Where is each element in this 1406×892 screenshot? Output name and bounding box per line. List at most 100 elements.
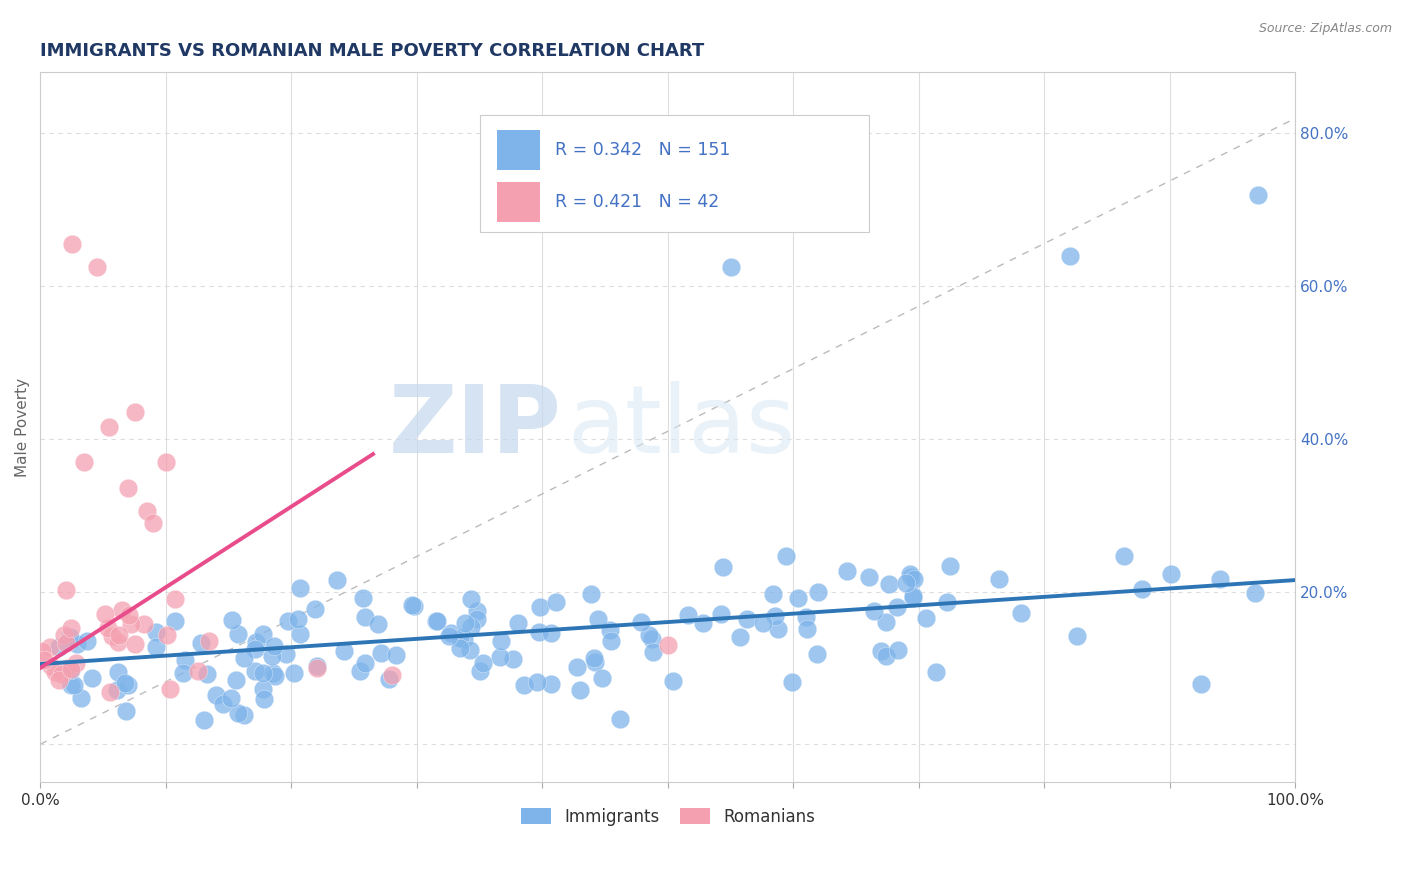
Point (59, 678, 82, 692)
Point (48, 640, 70, 654)
Legend: Immigrants, Romanians: Immigrants, Romanians (513, 800, 823, 834)
Point (440, 626, 463, 640)
Point (352, 591, 374, 605)
Point (105, 683, 128, 698)
Point (221, 613, 243, 627)
Point (56, 661, 79, 675)
Point (252, 627, 274, 641)
Point (887, 642, 910, 657)
Point (752, 615, 775, 630)
Text: IMMIGRANTS VS ROMANIAN MALE POVERTY CORRELATION CHART: IMMIGRANTS VS ROMANIAN MALE POVERTY CORR… (41, 42, 704, 60)
Point (195, 667, 218, 681)
Point (136, 504, 159, 518)
Text: R = 0.342   N = 151: R = 0.342 N = 151 (555, 141, 730, 160)
Point (288, 626, 311, 640)
Point (155, 455, 177, 469)
Point (60, 663, 83, 677)
Point (145, 640, 167, 655)
Point (66, 637, 89, 651)
Point (252, 682, 274, 697)
Point (676, 608, 699, 623)
Point (638, 628, 661, 642)
Point (763, 609, 786, 624)
Point (988, 572, 1011, 586)
Point (1189, 677, 1212, 691)
FancyBboxPatch shape (498, 182, 540, 222)
Point (662, 674, 685, 689)
Point (76, 633, 98, 648)
Point (262, 666, 284, 681)
Point (97, 621, 120, 635)
Point (39, 658, 62, 673)
Point (59, 662, 82, 676)
Point (468, 665, 491, 679)
Point (599, 623, 621, 637)
Point (73, 455, 96, 469)
Point (142, 516, 165, 530)
Point (190, 635, 212, 649)
Point (512, 678, 534, 692)
Point (332, 644, 354, 658)
Point (768, 622, 790, 636)
Point (94, 607, 117, 621)
Point (425, 614, 447, 628)
Point (163, 592, 186, 607)
Point (174, 653, 197, 667)
Point (925, 665, 948, 680)
Point (582, 650, 605, 665)
Point (349, 664, 371, 678)
Point (901, 591, 924, 606)
Point (107, 635, 129, 649)
Point (915, 610, 938, 624)
Point (657, 638, 679, 652)
Point (1010, 606, 1032, 620)
Point (875, 615, 897, 629)
Point (211, 697, 233, 711)
Point (48, 673, 70, 687)
Point (377, 672, 399, 686)
Point (226, 626, 249, 640)
Point (900, 570, 922, 584)
Point (935, 594, 957, 608)
Point (55, 583, 77, 598)
Point (465, 611, 488, 625)
Point (875, 649, 897, 664)
Point (780, 675, 803, 690)
Point (775, 549, 797, 563)
FancyBboxPatch shape (479, 115, 869, 232)
Point (710, 607, 733, 621)
Point (187, 664, 209, 678)
Point (225, 673, 247, 687)
Point (385, 648, 408, 662)
Point (489, 634, 512, 648)
Point (305, 661, 328, 675)
Point (453, 616, 475, 631)
Point (1209, 572, 1232, 586)
Point (120, 617, 142, 632)
Point (1112, 549, 1135, 563)
Point (870, 644, 893, 658)
Point (807, 585, 830, 599)
Point (110, 603, 132, 617)
Point (263, 639, 285, 653)
Point (1247, 187, 1270, 202)
Point (567, 659, 589, 673)
Point (233, 707, 256, 722)
Point (290, 582, 312, 596)
Point (728, 630, 751, 644)
Point (762, 586, 785, 600)
Point (98, 420, 121, 434)
Point (80, 671, 103, 685)
Point (583, 656, 606, 670)
Point (806, 647, 828, 661)
Point (437, 629, 460, 643)
Point (1059, 249, 1081, 263)
Point (489, 649, 512, 664)
Point (796, 622, 818, 636)
Point (449, 640, 471, 655)
Point (863, 605, 886, 619)
Point (277, 614, 299, 628)
Point (370, 646, 392, 660)
Y-axis label: Male Poverty: Male Poverty (15, 378, 30, 477)
Point (586, 612, 609, 626)
